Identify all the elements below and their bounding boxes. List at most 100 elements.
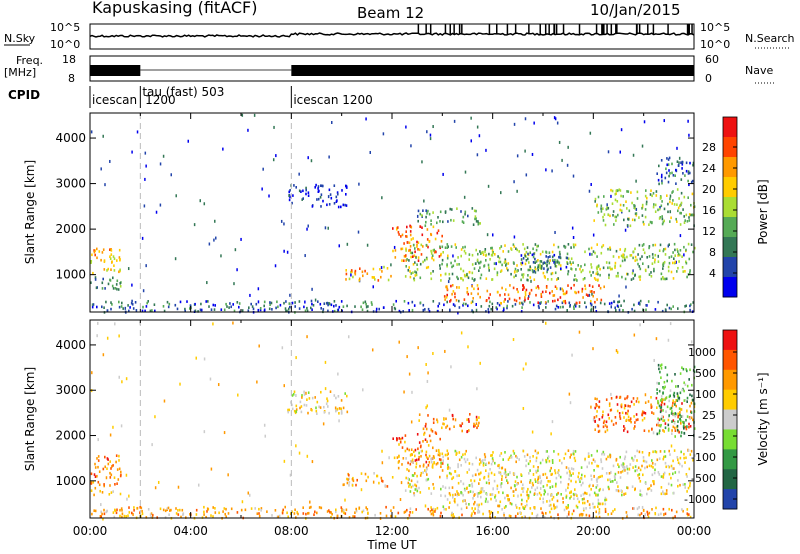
echo-cell bbox=[446, 474, 448, 478]
echo-cell bbox=[658, 217, 661, 220]
echo-cell bbox=[693, 427, 696, 430]
echo-cell bbox=[362, 301, 365, 305]
scatter-cell bbox=[365, 117, 367, 121]
echo-cell bbox=[499, 483, 502, 487]
echo-cell bbox=[252, 307, 255, 311]
scatter-cell bbox=[653, 358, 655, 362]
echo-cell bbox=[685, 427, 688, 431]
echo-cell bbox=[410, 238, 413, 241]
echo-cell bbox=[431, 430, 434, 433]
echo-cell bbox=[431, 256, 433, 260]
echo-cell bbox=[348, 277, 351, 281]
scatter-cell bbox=[214, 219, 216, 223]
echo-cell bbox=[525, 459, 528, 462]
scatter-cell bbox=[417, 346, 419, 350]
echo-cell bbox=[445, 296, 448, 299]
scatter-cell bbox=[234, 248, 237, 252]
echo-cell bbox=[520, 263, 523, 266]
echo-cell bbox=[442, 505, 445, 508]
scatter-cell bbox=[478, 462, 481, 466]
echo-cell bbox=[494, 496, 496, 499]
echo-cell bbox=[98, 483, 101, 487]
echo-cell bbox=[225, 507, 227, 511]
echo-cell bbox=[423, 431, 426, 435]
echo-cell bbox=[398, 437, 401, 440]
echo-cell bbox=[590, 307, 593, 311]
echo-cell bbox=[409, 270, 411, 273]
echo-cell bbox=[639, 267, 642, 271]
echo-cell bbox=[424, 425, 427, 428]
echo-cell bbox=[667, 482, 670, 486]
echo-cell bbox=[301, 394, 303, 397]
scatter-cell bbox=[337, 372, 339, 376]
echo-cell bbox=[569, 261, 572, 264]
echo-cell bbox=[546, 270, 548, 274]
echo-cell bbox=[535, 286, 538, 290]
scatter-cell bbox=[452, 493, 454, 497]
echo-cell bbox=[206, 510, 208, 513]
echo-cell bbox=[661, 415, 663, 418]
echo-cell bbox=[406, 241, 409, 244]
echo-cell bbox=[660, 175, 663, 179]
echo-cell bbox=[584, 287, 587, 291]
echo-cell bbox=[689, 271, 691, 274]
echo-cell bbox=[487, 308, 490, 311]
echo-cell bbox=[668, 174, 670, 178]
scatter-cell bbox=[669, 210, 672, 214]
echo-cell bbox=[591, 290, 593, 293]
echo-cell bbox=[510, 454, 512, 458]
echo-cell bbox=[385, 514, 388, 518]
echo-cell bbox=[581, 287, 584, 291]
echo-cell bbox=[671, 432, 673, 435]
echo-cell bbox=[427, 209, 429, 213]
echo-cell bbox=[403, 511, 406, 514]
colorbar-segment bbox=[723, 449, 737, 470]
echo-cell bbox=[687, 179, 689, 183]
echo-cell bbox=[677, 254, 679, 257]
echo-cell bbox=[416, 263, 418, 266]
echo-cell bbox=[485, 481, 488, 485]
echo-cell bbox=[432, 507, 435, 511]
echo-cell bbox=[576, 494, 578, 497]
echo-cell bbox=[662, 263, 664, 267]
echo-cell bbox=[527, 252, 529, 256]
echo-cell bbox=[151, 309, 153, 312]
echo-cell bbox=[636, 507, 639, 511]
echo-cell bbox=[662, 492, 665, 495]
echo-cell bbox=[577, 475, 579, 479]
echo-cell bbox=[328, 188, 331, 192]
scatter-cell bbox=[554, 117, 557, 121]
echo-cell bbox=[323, 411, 326, 414]
echo-cell bbox=[390, 509, 392, 512]
echo-cell bbox=[686, 425, 688, 428]
echo-cell bbox=[307, 391, 310, 394]
echo-cell bbox=[599, 502, 601, 506]
echo-cell bbox=[351, 478, 354, 481]
echo-cell bbox=[615, 395, 618, 399]
echo-cell bbox=[471, 253, 474, 257]
echo-cell bbox=[456, 207, 458, 210]
echo-cell bbox=[487, 500, 489, 504]
echo-cell bbox=[687, 242, 690, 246]
echo-cell bbox=[630, 400, 633, 404]
echo-cell bbox=[397, 466, 400, 470]
echo-cell bbox=[430, 460, 433, 464]
echo-cell bbox=[114, 509, 117, 513]
echo-cell bbox=[473, 479, 476, 483]
nave-label: Nave bbox=[745, 64, 773, 77]
echo-cell bbox=[189, 307, 191, 310]
echo-cell bbox=[636, 468, 638, 472]
echo-cell bbox=[565, 494, 568, 498]
echo-cell bbox=[545, 450, 548, 453]
echo-cell bbox=[580, 270, 583, 274]
echo-cell bbox=[271, 308, 273, 311]
echo-cell bbox=[310, 299, 313, 303]
echo-cell bbox=[577, 290, 580, 294]
echo-cell bbox=[672, 425, 675, 429]
echo-cell bbox=[551, 459, 554, 462]
echo-cell bbox=[635, 400, 638, 403]
echo-cell bbox=[650, 271, 652, 274]
echo-cell bbox=[551, 493, 553, 497]
echo-cell bbox=[654, 243, 657, 247]
